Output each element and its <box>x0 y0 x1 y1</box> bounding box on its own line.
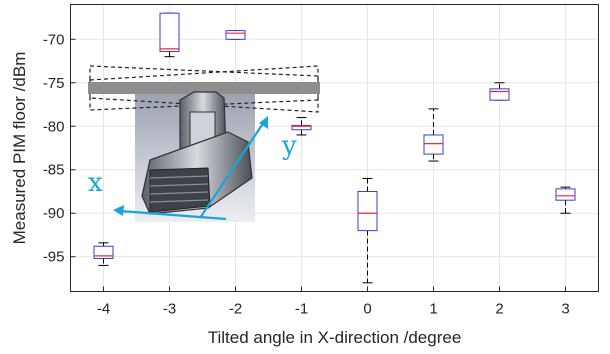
y-tick-label: -80 <box>43 118 65 135</box>
x-tick-label: -1 <box>295 301 308 318</box>
box-item <box>159 12 180 58</box>
x-tick-label: 3 <box>561 301 569 318</box>
box-item <box>291 117 312 136</box>
grid-lines <box>70 4 599 292</box>
x-tick-label: -3 <box>163 301 176 318</box>
box-item <box>225 30 246 40</box>
box-body <box>159 12 180 52</box>
y-tick-label: -85 <box>43 162 65 179</box>
x-tick-label: -4 <box>97 301 110 318</box>
box-item <box>423 108 444 162</box>
x-axis: -4 -3 -2 -1 0 1 2 3 <box>97 286 570 318</box>
y-tick-label: -75 <box>43 75 65 92</box>
y-tick-label: -90 <box>43 205 65 222</box>
y-arrow-head <box>259 116 268 129</box>
y-tick-label: -70 <box>43 31 65 48</box>
box-body <box>423 134 444 155</box>
y-axis-arrow <box>199 121 265 219</box>
box-body <box>489 88 510 101</box>
x-tick-label: 1 <box>429 301 437 318</box>
box-series <box>93 12 576 284</box>
y-axis: -95 -90 -85 -80 -75 -70 <box>43 31 76 266</box>
box-body <box>225 30 246 40</box>
inset-y-label: y <box>281 131 297 161</box>
plot-frame <box>70 4 599 292</box>
y-axis-label: Measured PIM floor /dBm <box>10 52 29 245</box>
box-item <box>555 186 576 214</box>
x-axis-arrow <box>119 209 227 221</box>
x-tick-label: -2 <box>229 301 242 318</box>
box-body <box>357 190 378 232</box>
x-tick-label: 2 <box>495 301 503 318</box>
box-body <box>291 124 312 131</box>
inset-illustration: x y <box>88 65 320 222</box>
box-body <box>555 188 576 201</box>
base-ribs <box>149 175 209 203</box>
inset-x-label: x <box>88 168 103 198</box>
x-axis-label: Tilted angle in X-direction /degree <box>208 328 462 347</box>
base-front <box>149 167 211 213</box>
plate <box>88 82 320 94</box>
y-tick-label: -95 <box>43 249 65 266</box>
box-item <box>357 177 378 284</box>
x-tick-label: 0 <box>363 301 371 318</box>
x-arrow-head <box>113 205 124 216</box>
box-item <box>93 242 114 266</box>
box-item <box>489 82 510 101</box>
tilt-outline-alt <box>89 65 319 113</box>
box-body <box>93 245 114 259</box>
